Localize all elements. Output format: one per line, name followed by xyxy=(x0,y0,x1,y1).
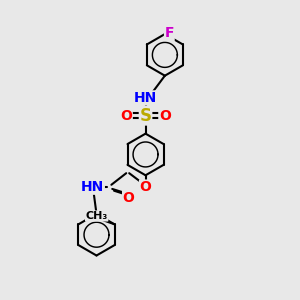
Text: O: O xyxy=(120,109,132,123)
Text: CH₃: CH₃ xyxy=(85,211,108,221)
Text: O: O xyxy=(140,180,152,194)
Text: HN: HN xyxy=(134,91,157,105)
Text: O: O xyxy=(123,190,134,205)
Text: O: O xyxy=(159,109,171,123)
Text: F: F xyxy=(165,26,174,40)
Text: S: S xyxy=(140,107,152,125)
Text: HN: HN xyxy=(81,180,104,194)
